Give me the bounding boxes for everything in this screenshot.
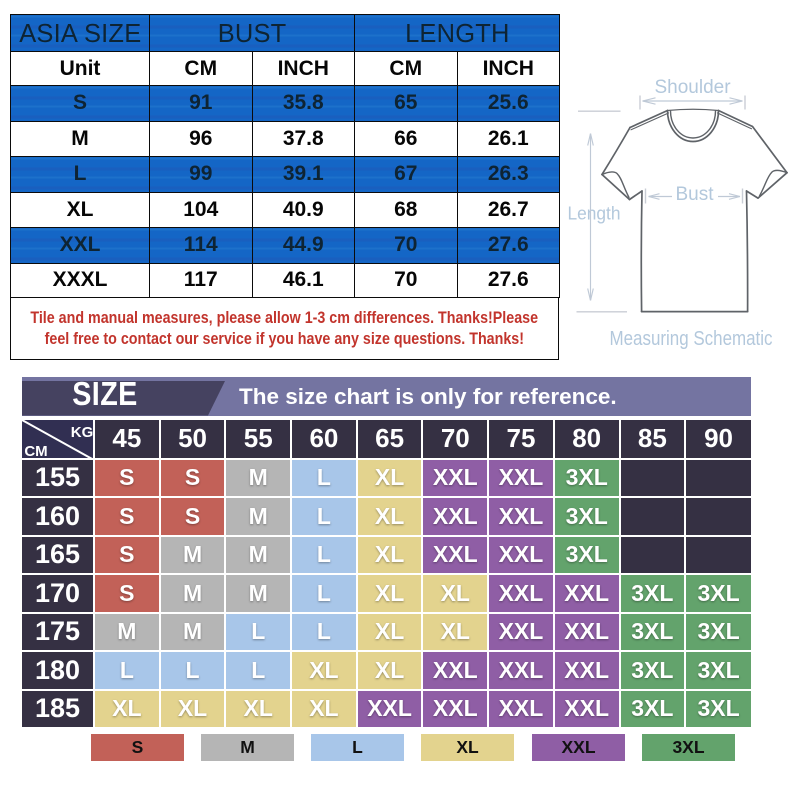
svg-text:Measuring Schematic: Measuring Schematic (610, 328, 773, 350)
svg-text:Length: Length (568, 204, 621, 224)
svg-text:Bust: Bust (675, 184, 714, 205)
svg-text:Shoulder: Shoulder (654, 77, 731, 98)
svg-text:KG: KG (71, 424, 94, 441)
svg-text:CM: CM (24, 443, 47, 459)
